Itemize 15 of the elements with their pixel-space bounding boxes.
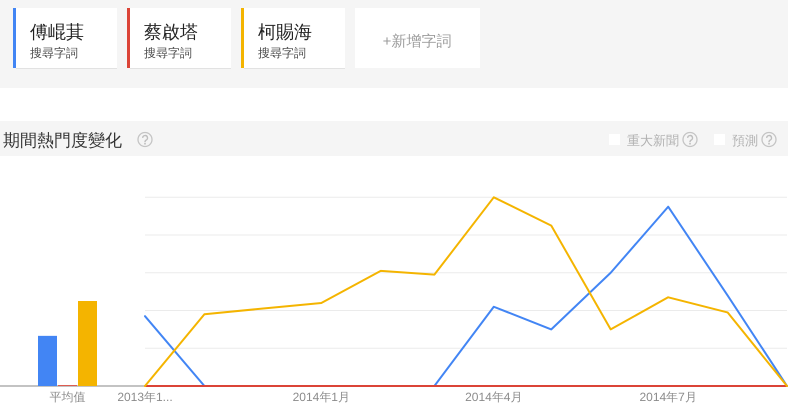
text: 重大新聞: [627, 133, 679, 148]
x-tick-label: 2014年4月: [465, 390, 522, 404]
x-tick-label: 2013年1...: [117, 390, 173, 404]
text: 搜尋字詞: [258, 46, 306, 60]
x-tick-label: 2014年1月: [292, 390, 350, 404]
chart-title: 期間熱門度變化: [3, 131, 122, 150]
legend-label: 柯賜海: [258, 22, 312, 42]
legend-label: 蔡啟塔: [144, 22, 198, 42]
legend-label: 傅崐萁: [30, 22, 84, 42]
text: 搜尋字詞: [144, 46, 192, 60]
x-tick-label: 平均值: [50, 390, 86, 404]
text: 搜尋字詞: [30, 46, 78, 60]
x-tick-label: 2014年7月: [639, 390, 697, 404]
text: +新增字詞: [382, 33, 452, 50]
text: 預測: [732, 133, 758, 148]
